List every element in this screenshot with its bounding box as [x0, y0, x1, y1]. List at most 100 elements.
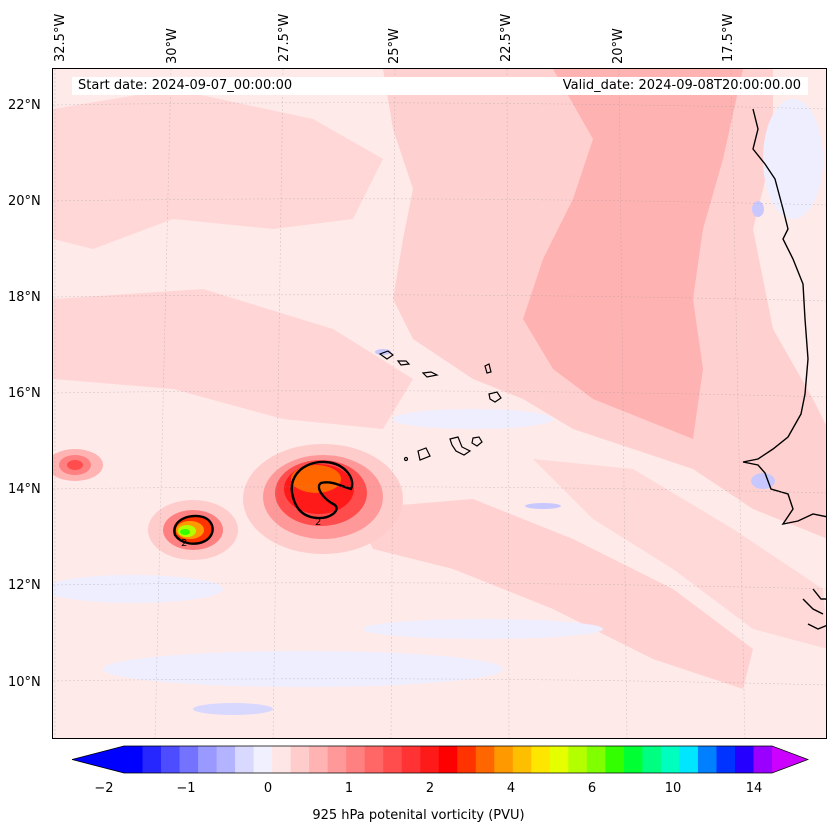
pv-neg-patch: [763, 99, 823, 219]
cb-tick: 14: [745, 781, 763, 796]
lon-label-17-5w: 17.5°W: [721, 13, 736, 62]
colorbar-cell: [623, 746, 643, 773]
lat-label-16n: 16°N: [8, 386, 41, 401]
colorbar-cells: [72, 745, 809, 774]
contour-label-west: 2: [181, 538, 187, 549]
pv-contour-central: [290, 460, 354, 520]
pv-neg-patch: [363, 619, 603, 639]
pv-band-left-streak: [53, 89, 383, 249]
pv-contour-west: [173, 514, 214, 545]
colorbar-cell: [179, 746, 199, 773]
cape-verde-islands: [378, 350, 502, 462]
colorbar-cell: [124, 746, 144, 773]
colorbar-cell: [586, 746, 606, 773]
lon-label-27-5w: 27.5°W: [277, 13, 292, 62]
island: [378, 350, 395, 360]
pv-west-spot: [53, 449, 103, 481]
map-panel[interactable]: 2 2: [52, 68, 827, 739]
colorbar-cell: [327, 746, 347, 773]
pv-band-inner: [523, 69, 743, 439]
colorbar-cell: [568, 746, 588, 773]
island: [471, 436, 483, 447]
lat-label-14n: 14°N: [8, 482, 41, 497]
pv-band-layer: [53, 69, 826, 689]
colorbar-cell: [660, 746, 681, 773]
cb-tick: 2: [425, 781, 435, 796]
colorbar-cell: [142, 746, 162, 773]
colorbar-cell: [549, 746, 569, 773]
pv-band-south-streak: [353, 499, 753, 689]
cb-tick: 10: [664, 781, 682, 796]
lat-label-12n: 12°N: [8, 578, 41, 593]
pv-neg-patch: [751, 473, 775, 489]
pv-band-southeast-streak: [533, 459, 826, 649]
cb-tick: −1: [176, 781, 196, 796]
cb-tick: 1: [344, 781, 354, 796]
colorbar-cell: [438, 746, 458, 773]
pv-neg-patch: [103, 651, 503, 687]
colorbar-cell: [475, 746, 495, 773]
colorbar-cell: [364, 746, 384, 773]
pv-neg-patch: [193, 703, 273, 715]
african-coastline: [742, 108, 826, 630]
start-date-text: Start date: 2024-09-07_00:00:00: [78, 78, 293, 93]
pv-neg-patch: [525, 503, 561, 509]
colorbar: [72, 745, 809, 774]
colorbar-cell: [309, 746, 329, 773]
colorbar-cell: [679, 746, 699, 773]
colorbar-outline: [72, 745, 809, 774]
colorbar-label: 925 hPa potenital vorticity (PVU): [312, 808, 525, 823]
colorbar-cell: [401, 746, 421, 773]
pv-vortex-west: 2: [148, 500, 238, 560]
pv-vortex-central: 2: [243, 444, 403, 554]
pv-field-map: 2 2: [53, 69, 826, 738]
lat-label-18n: 18°N: [8, 290, 41, 305]
colorbar-cell: [420, 746, 440, 773]
valid-date-text: Valid_date: 2024-09-08T20:00:00.00: [562, 78, 801, 93]
cb-tick: 0: [263, 781, 273, 796]
colorbar-cell: [716, 746, 736, 773]
graticule: [53, 69, 826, 738]
colorbar-cell: [642, 746, 662, 773]
colorbar-extend-right: [772, 746, 808, 773]
colorbar-cell: [198, 746, 218, 773]
pv-neg-patch: [53, 575, 223, 603]
lon-label-22-5w: 22.5°W: [499, 13, 514, 62]
colorbar-cell: [253, 746, 273, 773]
colorbar-cell: [235, 746, 255, 773]
colorbar-cell: [216, 746, 236, 773]
lon-label-25w: 25°W: [387, 28, 402, 64]
contour-label-central: 2: [315, 517, 321, 528]
colorbar-cell: [290, 746, 310, 773]
island: [403, 456, 409, 462]
colorbar-cell: [753, 746, 773, 773]
pv-neg-patch: [393, 409, 553, 429]
pv-neg-patch: [375, 349, 391, 355]
colorbar-cell: [383, 746, 403, 773]
pv-band-mid-streak: [53, 289, 413, 429]
island: [488, 391, 502, 403]
pv-neg-patch: [752, 201, 764, 217]
island: [417, 447, 431, 461]
lat-label-20n: 20°N: [8, 194, 41, 209]
lat-label-22n: 22°N: [8, 98, 41, 113]
colorbar-cell: [272, 746, 292, 773]
colorbar-cell: [697, 746, 718, 773]
colorbar-cell: [605, 746, 625, 773]
colorbar-extend-left: [72, 746, 124, 773]
cb-tick: −2: [94, 781, 114, 796]
island: [421, 371, 439, 378]
cb-tick: 6: [587, 781, 597, 796]
colorbar-cell: [512, 746, 532, 773]
island: [449, 436, 472, 456]
info-bar: Start date: 2024-09-07_00:00:00 Valid_da…: [72, 77, 808, 95]
lon-label-30w: 30°W: [165, 28, 180, 64]
lon-label-32-5w: 32.5°W: [53, 13, 68, 62]
lon-label-20w: 20°W: [611, 28, 626, 64]
lat-label-10n: 10°N: [8, 675, 41, 690]
island: [484, 363, 492, 374]
colorbar-cell: [531, 746, 551, 773]
colorbar-cell: [161, 746, 181, 773]
colorbar-cell: [346, 746, 366, 773]
island: [396, 360, 411, 366]
